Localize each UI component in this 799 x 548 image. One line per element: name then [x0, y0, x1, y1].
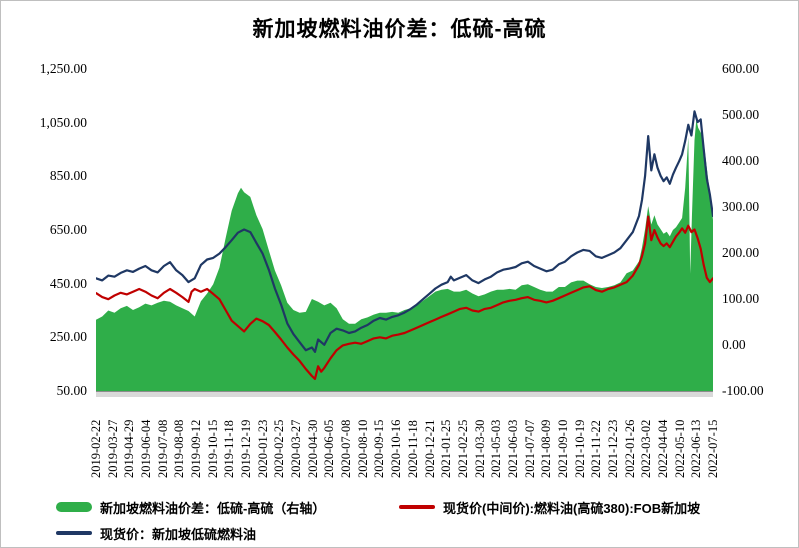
x-axis-tick-label: 2022-04-04: [655, 419, 670, 478]
x-axis-tick-label: 2021-10-19: [572, 419, 587, 478]
x-axis-tick-label: 2019-10-15: [205, 419, 220, 478]
x-axis-tick-label: 2020-03-27: [289, 419, 304, 478]
x-axis-tick-label: 2020-02-25: [272, 419, 287, 478]
x-axis-tick-label: 2021-07-07: [522, 419, 537, 478]
x-axis-tick-label: 2021-09-10: [555, 419, 570, 478]
x-axis-tick-label: 2021-05-03: [489, 419, 504, 478]
right-axis-tick-label: -100.00: [722, 383, 764, 398]
x-axis-tick-label: 2022-07-15: [706, 419, 720, 478]
x-axis-tick-label: 2022-03-02: [639, 419, 654, 478]
lsfo-series-swatch: [56, 531, 92, 535]
right-axis-tick-label: 100.00: [722, 291, 760, 306]
x-axis-tick-label: 2022-01-26: [622, 419, 637, 478]
x-axis-tick-label: 2020-08-10: [355, 419, 370, 478]
plot-svg: [96, 110, 713, 391]
left-axis-tick-label: 250.00: [49, 329, 87, 345]
x-axis-tick-label: 2019-04-29: [122, 419, 137, 478]
left-axis-tick-label: 1,050.00: [39, 114, 87, 130]
x-axis-tick-label: 2019-11-18: [222, 420, 237, 478]
x-axis-tick-label: 2020-04-30: [305, 419, 320, 478]
left-axis-tick-label: 450.00: [49, 275, 87, 291]
x-axis-tick-label: 2019-06-04: [139, 419, 154, 478]
left-axis-tick-label: 850.00: [49, 168, 87, 184]
x-axis-tick-label: 2019-08-08: [172, 419, 187, 478]
left-axis-tick-label: 650.00: [49, 222, 87, 237]
legend-label-lsfo: 现货价：新加坡低硫燃料油: [100, 526, 257, 542]
legend-item-spread: 新加坡燃料油价差：低硫-高硫（右轴）: [56, 498, 325, 516]
x-axis-tick-label: 2019-03-27: [105, 419, 120, 478]
x-axis-tick-label: 2021-08-09: [539, 419, 554, 478]
x-axis-tick-label: 2019-07-08: [155, 419, 170, 478]
legend-label-spread: 新加坡燃料油价差：低硫-高硫（右轴）: [100, 500, 326, 516]
legend-item-hsfo380: 现货价(中间价):燃料油(高硫380):FOB新加坡: [399, 498, 700, 516]
left-axis-tick-label: 50.00: [56, 383, 87, 398]
x-axis-tick-label: 2021-03-30: [472, 419, 487, 478]
x-axis-tick-label: 2020-12-21: [422, 419, 437, 478]
right-axis-tick-label: 200.00: [722, 245, 760, 260]
x-axis-tick-label: 2021-02-25: [455, 419, 470, 478]
spread-series-swatch: [56, 502, 92, 512]
left-axis-tick-label: 1,250.00: [39, 61, 87, 76]
series-lsfo: [96, 110, 713, 353]
right-axis-tick-label: 300.00: [722, 199, 760, 214]
x-axis-tick-label: 2020-06-05: [322, 419, 337, 478]
series-spread: [96, 119, 713, 391]
x-axis-tick-label: 2019-02-22: [89, 419, 103, 478]
x-axis-tick-label: 2021-06-03: [505, 419, 520, 478]
x-axis-tick-label: 2022-05-10: [672, 419, 687, 478]
x-axis-tick-label: 2019-12-19: [239, 419, 254, 478]
x-axis-tick-label: 2021-12-23: [605, 419, 620, 478]
x-axis-tick-label: 2020-11-18: [405, 420, 420, 478]
x-axis-tick-label: 2021-11-22: [589, 420, 604, 478]
x-axis-tick-label: 2021-01-25: [439, 419, 454, 478]
x-axis-tick-label: 2019-09-12: [189, 419, 204, 478]
legend-label-hsfo380: 现货价(中间价):燃料油(高硫380):FOB新加坡: [443, 500, 701, 516]
x-axis-tick-label: 2020-10-16: [389, 419, 404, 478]
x-axis-tick-label: 2020-01-23: [255, 419, 270, 478]
series-hsfo380: [96, 215, 713, 380]
right-axis-tick-label: 600.00: [722, 61, 760, 76]
x-axis-tick-label: 2020-07-08: [339, 419, 354, 478]
chart-title: 新加坡燃料油价差：低硫-高硫: [252, 18, 547, 41]
right-axis-tick-label: 0.00: [722, 337, 746, 352]
x-axis-tick-label: 2020-09-15: [372, 419, 387, 478]
x-axis-line: [96, 391, 713, 397]
x-axis-tick-label: 2022-06-13: [689, 419, 704, 478]
hsfo380-series-swatch: [399, 505, 435, 509]
right-axis-tick-label: 400.00: [722, 153, 760, 168]
legend-item-lsfo: 现货价：新加坡低硫燃料油: [56, 524, 256, 542]
right-axis-tick-label: 500.00: [722, 107, 760, 122]
